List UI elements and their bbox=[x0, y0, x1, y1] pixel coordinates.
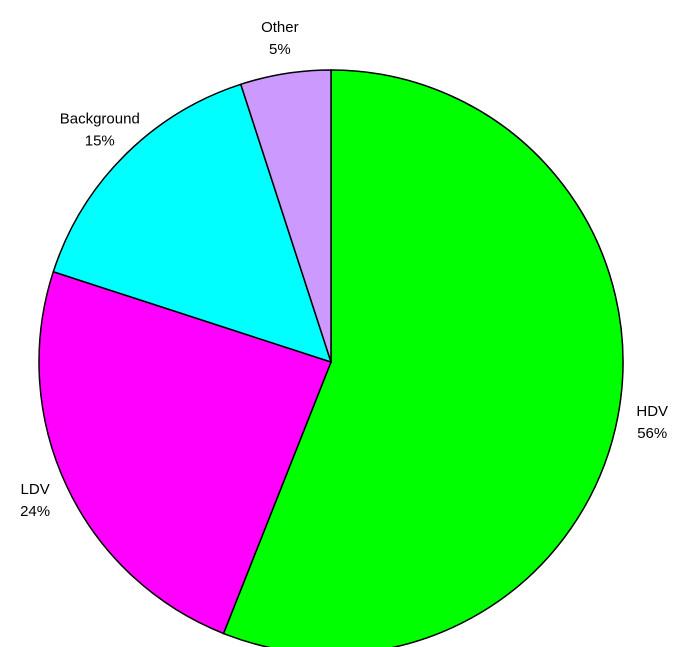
slice-label: Other bbox=[261, 19, 299, 36]
slice-label: Background bbox=[60, 111, 140, 128]
slice-label: LDV bbox=[21, 481, 50, 498]
slice-value-label: 56% bbox=[637, 425, 667, 442]
pie-slice bbox=[52, 83, 333, 364]
pie-slice bbox=[222, 69, 624, 647]
slice-value-label: 24% bbox=[20, 503, 50, 520]
slice-value-label: 15% bbox=[85, 133, 115, 150]
slice-label: HDV bbox=[636, 403, 668, 420]
pie-slice bbox=[38, 270, 332, 635]
pie-slice bbox=[239, 69, 332, 363]
slice-value-label: 5% bbox=[269, 41, 291, 58]
